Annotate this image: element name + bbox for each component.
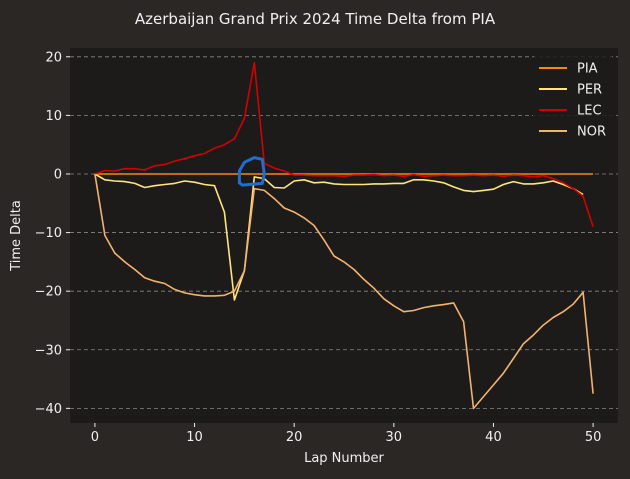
legend-label-pia: PIA — [577, 62, 598, 77]
x-tick-label: 20 — [286, 430, 303, 445]
y-tick-label: −10 — [35, 226, 62, 241]
y-tick-label: 0 — [54, 167, 62, 182]
chart-title: Azerbaijan Grand Prix 2024 Time Delta fr… — [135, 10, 496, 28]
axes: 20 10 0 −10 −20 −30 −40 0 10 20 30 40 50 — [35, 50, 602, 445]
legend-box — [533, 56, 613, 150]
x-axis-label: Lap Number — [304, 451, 384, 466]
x-tick-label: 40 — [485, 430, 502, 445]
annotation-layer — [237, 156, 266, 187]
y-tick-label: 20 — [45, 50, 62, 65]
series-lines — [94, 61, 594, 410]
legend: PIA PER LEC NOR — [533, 56, 613, 150]
series-line-nor — [94, 173, 594, 410]
y-tick-label: −20 — [35, 285, 62, 300]
y-tick-label: −40 — [35, 402, 62, 417]
legend-label-lec: LEC — [577, 104, 602, 119]
plot-area — [70, 48, 618, 423]
series-line-lec — [94, 61, 594, 227]
hand-drawn-annotation — [237, 156, 266, 187]
legend-label-nor: NOR — [577, 125, 606, 140]
x-tick-label: 30 — [386, 430, 403, 445]
y-tick-label: −30 — [35, 343, 62, 358]
x-tick-label: 0 — [91, 430, 99, 445]
series-line-per — [94, 173, 584, 301]
x-tick-label: 50 — [585, 430, 602, 445]
legend-label-per: PER — [577, 83, 602, 98]
x-tick-label: 10 — [186, 430, 203, 445]
y-tick-label: 10 — [45, 109, 62, 124]
y-axis-label: Time Delta — [9, 200, 24, 272]
